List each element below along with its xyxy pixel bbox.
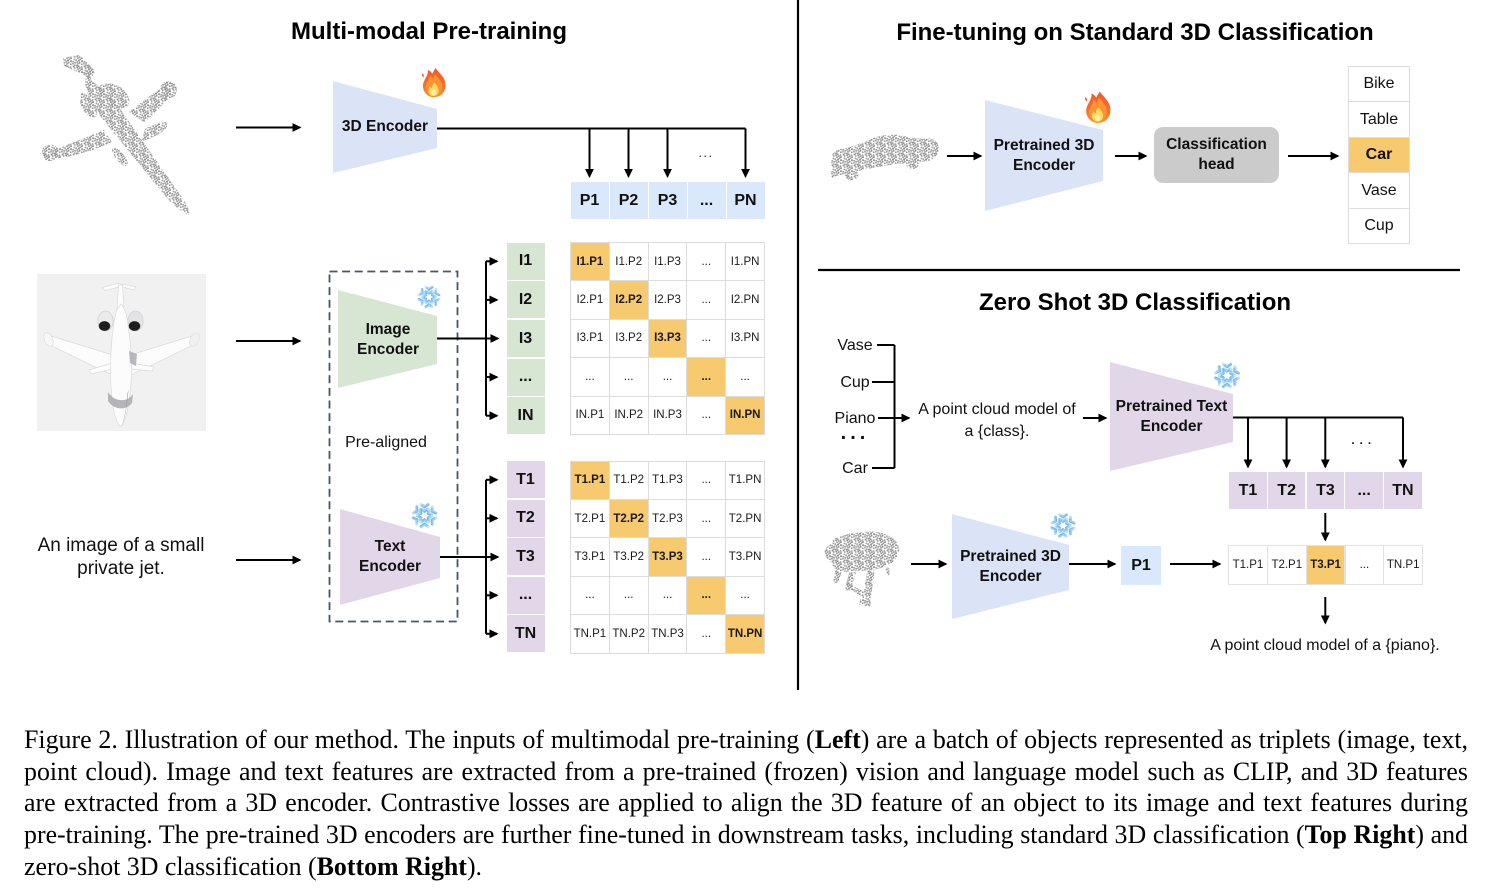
svg-text:...: ... <box>699 146 714 160</box>
svg-text:...: ... <box>1351 429 1376 448</box>
